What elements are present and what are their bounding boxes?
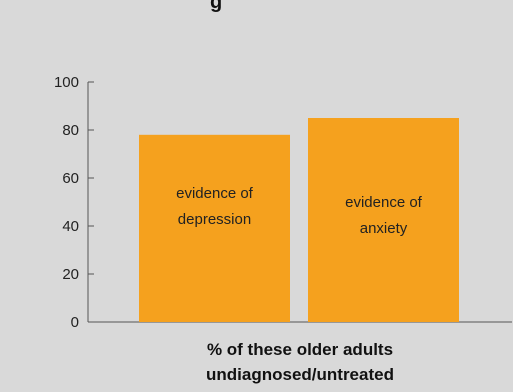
x-axis-label-line-1: % of these older adults [207,340,393,359]
y-tick-label-3: 60 [62,170,79,187]
y-tick-label-5: 100 [54,74,79,91]
bar-0 [139,134,290,322]
y-tick-label-2: 40 [62,218,79,235]
bar-1 [308,118,459,322]
bar-label-1-line-0: evidence of [345,194,423,211]
y-tick-label-1: 20 [62,266,79,283]
bar-labels: evidence of depression evidence of anxiety [176,185,423,237]
x-axis-label-line-2: undiagnosed/untreated [206,365,394,384]
chart-title-fragment: g [210,0,222,13]
bar-label-0-line-0: evidence of [176,185,254,202]
bars [139,118,459,322]
y-tick-label-0: 0 [71,314,79,331]
bar-label-0-line-1: depression [178,211,251,228]
y-tick-label-4: 80 [62,122,79,139]
bar-label-1-line-1: anxiety [360,220,408,237]
